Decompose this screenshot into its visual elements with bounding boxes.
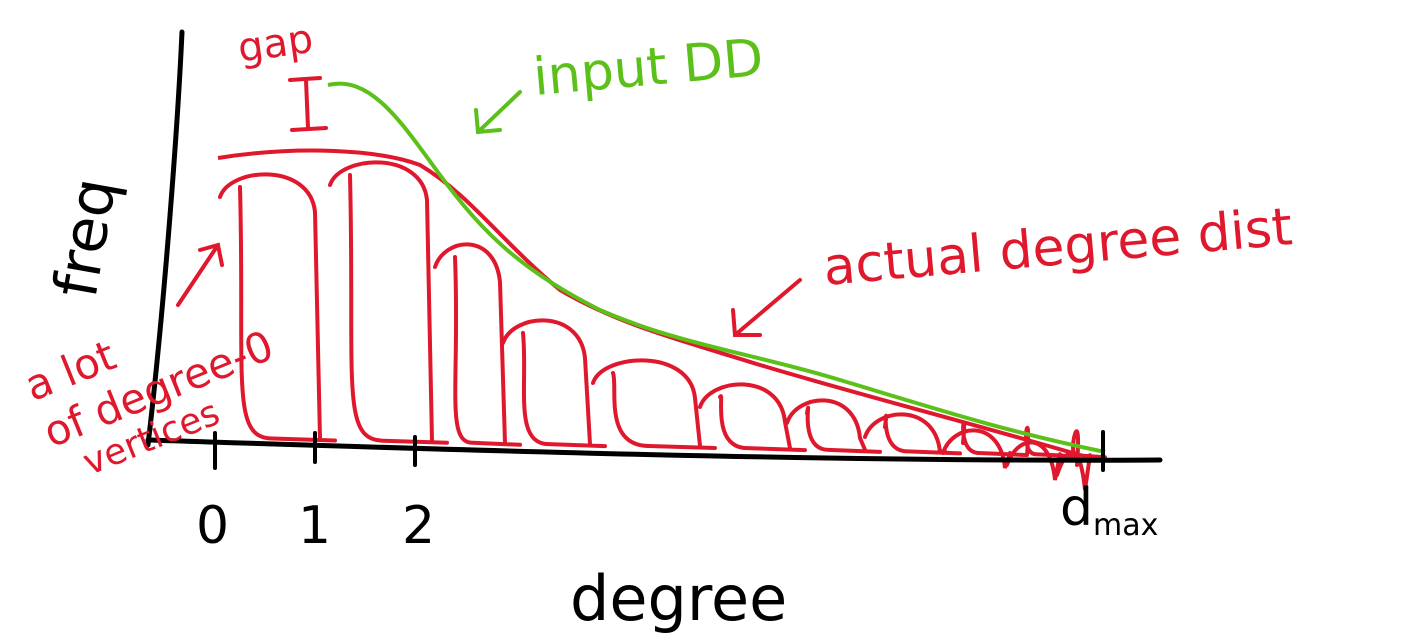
d-max-subscript: max: [1093, 508, 1158, 543]
sketch-bar: [330, 162, 447, 442]
degree-zero-note: a lot of degree-0 vertices: [18, 274, 295, 493]
x-tick-label: 1: [298, 496, 331, 556]
arrows: [178, 92, 800, 335]
sketch-bar: [435, 244, 520, 444]
input-label: input DD: [531, 28, 766, 108]
gap-label: gap: [235, 16, 316, 72]
gap-bar: [292, 128, 326, 130]
gap-marker: [290, 78, 326, 130]
arrow: [476, 92, 520, 132]
sketch-bar: [787, 400, 880, 451]
arrow: [733, 280, 800, 335]
d-max-label: dmax: [1060, 478, 1158, 543]
sketch-bar: [220, 174, 335, 440]
d-max-base: d: [1060, 478, 1093, 538]
x-tick-label: 2: [402, 496, 435, 556]
sketch: freq degree 0 1 2 dmax gap input DD actu…: [0, 0, 1412, 644]
gap-bar: [306, 80, 308, 128]
sketch-bar: [593, 360, 715, 448]
page: freq degree 0 1 2 dmax gap input DD actu…: [0, 0, 1412, 644]
arrow: [178, 245, 222, 305]
x-tick-label: 0: [196, 496, 229, 556]
red-bars: [220, 162, 1105, 490]
actual-label: actual degree dist: [821, 197, 1295, 298]
sketch-bar: [503, 320, 605, 446]
x-label: degree: [570, 562, 787, 635]
y-label: freq: [41, 173, 131, 303]
